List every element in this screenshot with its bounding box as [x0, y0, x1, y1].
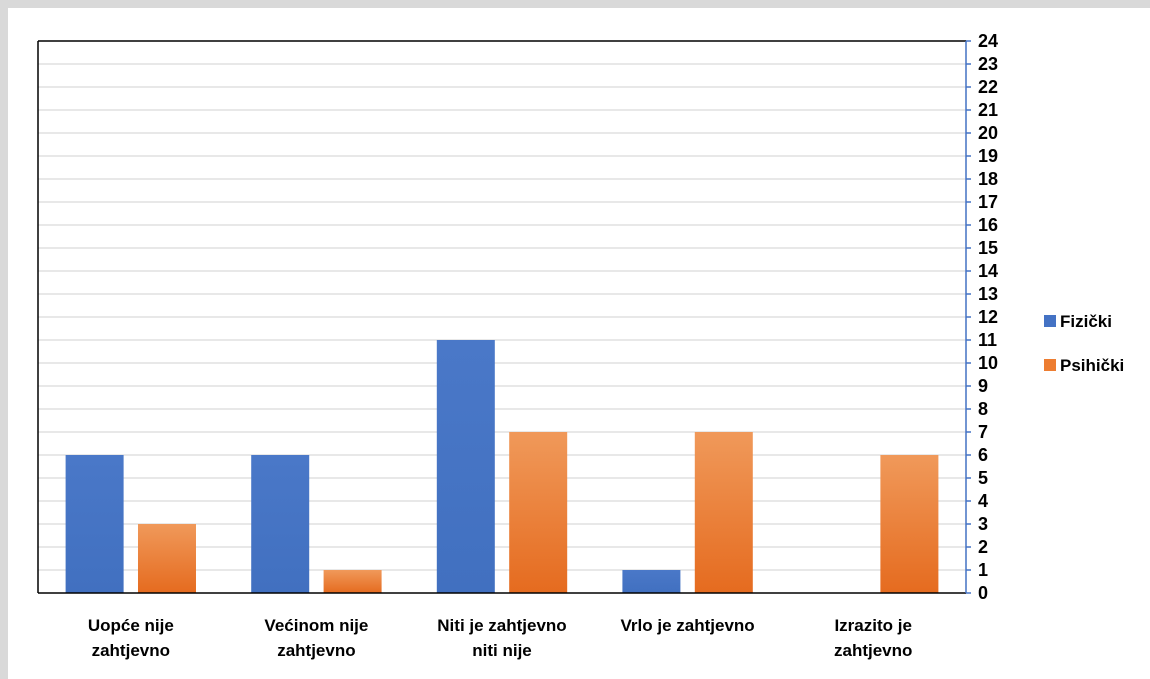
y-tick-label: 13 — [978, 284, 998, 304]
bar-psihicki — [509, 432, 568, 593]
y-tick-label: 5 — [978, 468, 988, 488]
y-tick-label: 7 — [978, 422, 988, 442]
bar-fizicki — [436, 340, 495, 593]
y-tick-label: 17 — [978, 192, 998, 212]
y-tick-label: 20 — [978, 123, 998, 143]
legend-swatch-fizicki — [1044, 315, 1056, 327]
category-labels: Uopće nije zahtjevno Većinom nije zahtjevno… — [88, 616, 913, 660]
bar-chart: 0123456789101112131415161718192021222324… — [37, 31, 1124, 660]
y-tick-label: 16 — [978, 215, 998, 235]
y-tick-label: 19 — [978, 146, 998, 166]
y-tick-label: 24 — [978, 31, 998, 51]
y-tick-label: 0 — [978, 583, 988, 603]
y-tick-label: 15 — [978, 238, 998, 258]
bar-psihicki — [137, 524, 196, 593]
bars — [65, 340, 939, 593]
legend-label-fizicki: Fizički — [1060, 312, 1112, 331]
gridlines — [38, 40, 966, 594]
y-tick-label: 23 — [978, 54, 998, 74]
bar-fizicki — [622, 570, 681, 593]
legend-label-psihicki: Psihički — [1060, 356, 1124, 375]
y-tick-label: 1 — [978, 560, 988, 580]
category-label: Vrlo je zahtjevno — [621, 616, 755, 635]
bar-psihicki — [880, 455, 939, 593]
y-tick-label: 10 — [978, 353, 998, 373]
y-tick-label: 9 — [978, 376, 988, 396]
y-tick-label: 6 — [978, 445, 988, 465]
y-tick-label: 12 — [978, 307, 998, 327]
category-label: Izrazito je zahtjevno — [834, 616, 912, 660]
chart-frame: 0 1 2 3 4 5 6 7 8 9 10 11 12 13 14 15 16 17 18 19 20 21 22 23 24… — [8, 8, 1150, 679]
bar-fizicki — [251, 455, 310, 593]
bar-psihicki — [694, 432, 753, 593]
axes — [37, 40, 971, 594]
y-tick-label: 4 — [978, 491, 988, 511]
category-label: Niti je zahtjevno niti nije — [437, 616, 566, 660]
y-tick-label: 3 — [978, 514, 988, 534]
legend-swatch-psihicki — [1044, 359, 1056, 371]
bar-fizicki — [65, 455, 124, 593]
y-tick-label: 8 — [978, 399, 988, 419]
category-label: Većinom nije zahtjevno — [264, 616, 368, 660]
y-tick-label: 18 — [978, 169, 998, 189]
y-tick-label: 22 — [978, 77, 998, 97]
y-tick-label: 14 — [978, 261, 998, 281]
legend: Fizički Psihički — [1044, 312, 1124, 375]
bar-psihicki — [323, 570, 382, 593]
y-tick-label: 21 — [978, 100, 998, 120]
category-label: Uopće nije zahtjevno — [88, 616, 174, 660]
y-tick-label: 11 — [978, 330, 997, 350]
y-tick-label: 2 — [978, 537, 988, 557]
